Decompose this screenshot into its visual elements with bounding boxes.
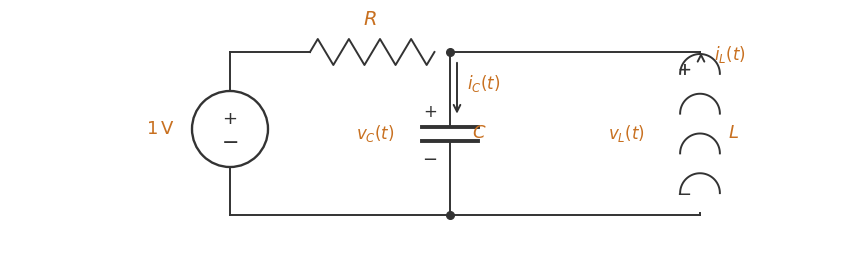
Text: $C$: $C$: [472, 124, 486, 142]
Text: $-$: $-$: [423, 149, 437, 167]
Text: $i_C(t)$: $i_C(t)$: [467, 73, 500, 94]
Text: $L$: $L$: [728, 124, 739, 142]
Text: $+$: $+$: [677, 61, 691, 79]
Text: $v_C(t)$: $v_C(t)$: [356, 123, 395, 144]
Text: $1\,\mathrm{V}$: $1\,\mathrm{V}$: [146, 120, 175, 138]
Text: $v_L(t)$: $v_L(t)$: [608, 123, 645, 144]
Text: $+$: $+$: [677, 61, 691, 79]
Text: $+$: $+$: [423, 103, 437, 121]
Text: $-$: $-$: [677, 184, 691, 202]
Text: $+$: $+$: [222, 110, 238, 128]
Text: $R$: $R$: [363, 10, 377, 29]
Text: $-$: $-$: [221, 131, 238, 151]
Text: $i_L(t)$: $i_L(t)$: [714, 43, 746, 65]
